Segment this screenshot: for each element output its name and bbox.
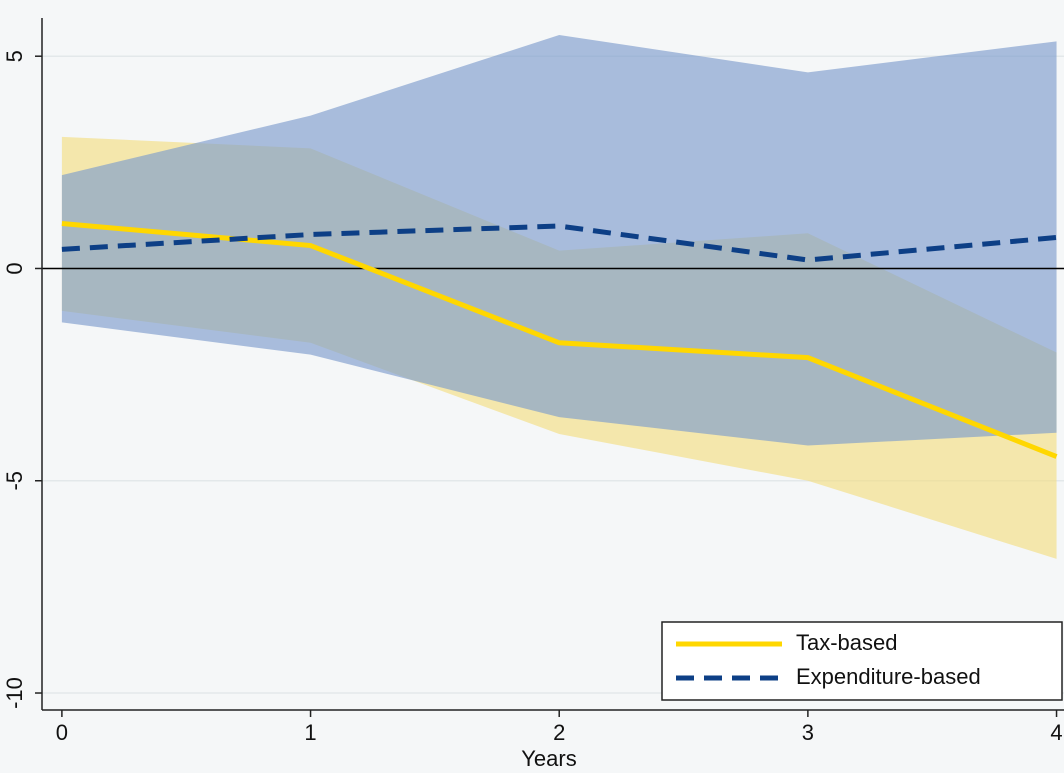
x-axis-label: Years: [521, 746, 576, 771]
x-tick-label: 4: [1050, 720, 1062, 745]
y-tick-label: -10: [2, 677, 27, 709]
series-line: [61, 220, 1058, 459]
legend-box: [661, 621, 1063, 701]
confidence-band: [61, 34, 1057, 446]
y-tick-label: -5: [2, 471, 27, 491]
x-tick-label: 0: [56, 720, 68, 745]
x-tick-label: 2: [553, 720, 565, 745]
x-tick-label: 3: [802, 720, 814, 745]
x-tick-label: 1: [304, 720, 316, 745]
y-tick-label: 0: [2, 262, 27, 274]
legend-label: Expenditure-based: [796, 664, 981, 689]
y-tick-label: 5: [2, 50, 27, 62]
legend-label: Tax-based: [796, 630, 898, 655]
